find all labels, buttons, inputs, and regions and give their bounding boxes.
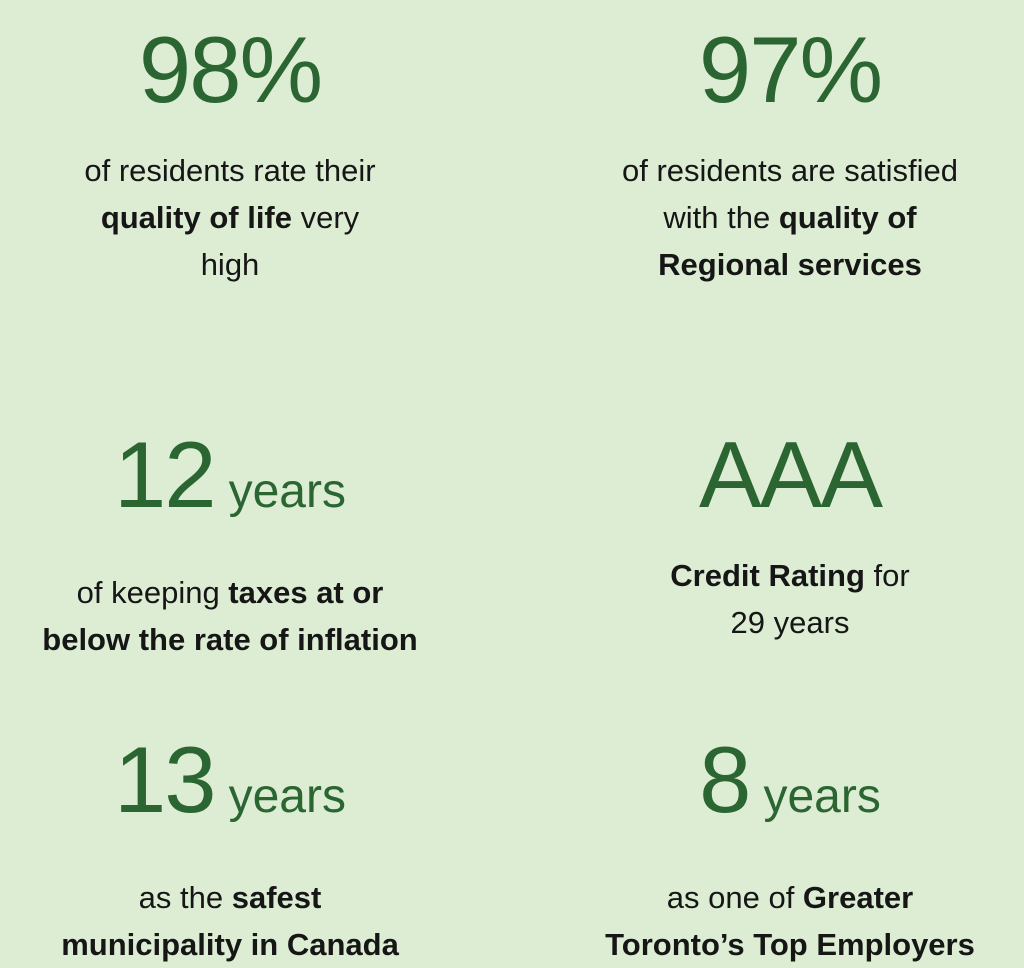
stat-description: Credit Rating for 29 years [556, 552, 1024, 646]
bold-text: safest [231, 880, 322, 915]
bold-text: Greater [802, 880, 914, 915]
stat-value: 98% [138, 17, 323, 122]
stat-headline: 97% [556, 15, 1024, 125]
text: as the [138, 880, 232, 915]
stat-description: of keeping taxes at or below the rate of … [0, 569, 460, 663]
bold-text: Regional services [658, 247, 922, 282]
description-line: with the quality of [556, 194, 1024, 241]
description-line: high [0, 241, 460, 288]
text: 29 years [730, 605, 850, 640]
text: as one of [666, 880, 803, 915]
stat-headline: 12 years [0, 420, 460, 547]
description-line: Credit Rating for [556, 552, 1024, 599]
stat-unit: years [763, 770, 881, 823]
stat-value: AAA [698, 422, 883, 527]
text: very [292, 200, 360, 235]
stat-unit: years [228, 465, 346, 518]
stat: 97% of residents are satisfied with the qu… [556, 15, 1024, 288]
description-line: as the safest [0, 874, 460, 921]
description-line: municipality in Canada [0, 921, 460, 968]
stat-description: of residents rate their quality of life v… [0, 147, 460, 288]
bold-text: municipality in Canada [61, 927, 399, 962]
text: high [200, 247, 260, 282]
bold-text: Credit Rating [670, 558, 865, 593]
text: with the [663, 200, 779, 235]
text: of residents rate their [84, 153, 376, 188]
stat-value: 97% [698, 17, 883, 122]
stat-value: 8 [699, 727, 751, 832]
description-line: Toronto’s Top Employers [556, 921, 1024, 968]
stat-description: as the safest municipality in Canada [0, 874, 460, 968]
bold-text: below the rate of inflation [42, 622, 418, 657]
description-line: quality of life very [0, 194, 460, 241]
stat-description: of residents are satisfied with the quali… [556, 147, 1024, 288]
stat-headline: 98% [0, 15, 460, 125]
stat-value: 12 [114, 422, 217, 527]
stat: 8 years as one of Greater Toronto’s Top Emp… [556, 725, 1024, 968]
bold-text: taxes at or [228, 575, 384, 610]
bold-text: quality of [778, 200, 917, 235]
text: for [864, 558, 910, 593]
stat-unit: years [228, 770, 346, 823]
description-line: Regional services [556, 241, 1024, 288]
bold-text: quality of life [100, 200, 292, 235]
description-line: of keeping taxes at or [0, 569, 460, 616]
bold-text: Toronto’s Top Employers [605, 927, 975, 962]
stat-headline: AAA [556, 420, 1024, 530]
description-line: of residents are satisfied [556, 147, 1024, 194]
text: of keeping [76, 575, 229, 610]
text: of residents are satisfied [621, 153, 958, 188]
stat-headline: 13 years [0, 725, 460, 852]
description-line: below the rate of inflation [0, 616, 460, 663]
stat: 13 years as the safest municipality in Cana… [0, 725, 460, 968]
description-line: of residents rate their [0, 147, 460, 194]
description-line: 29 years [556, 599, 1024, 646]
stat-description: as one of Greater Toronto’s Top Employers [556, 874, 1024, 968]
description-line: as one of Greater [556, 874, 1024, 921]
stat-value: 13 [114, 727, 217, 832]
stat: 98% of residents rate their quality of lif… [0, 15, 460, 288]
stat: AAA Credit Rating for 29 years [556, 420, 1024, 646]
stat: 12 years of keeping taxes at or below the r… [0, 420, 460, 663]
stat-headline: 8 years [556, 725, 1024, 852]
